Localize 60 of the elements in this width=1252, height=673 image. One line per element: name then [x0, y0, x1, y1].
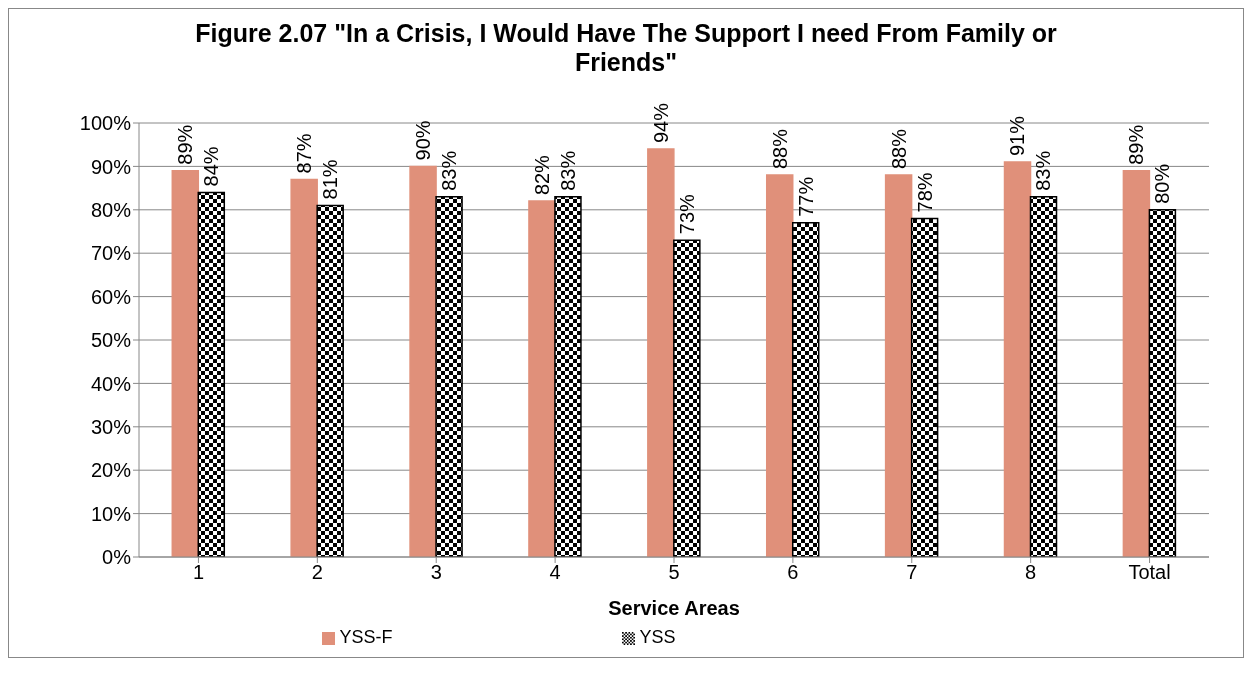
y-tick-label: 60% [90, 285, 132, 308]
y-tick-label: 80% [90, 198, 132, 221]
data-label: 94% [649, 102, 672, 144]
data-label: 87% [293, 133, 316, 174]
y-tick-label: 0% [102, 546, 132, 569]
bar [1029, 196, 1058, 557]
y-tick-label: 20% [90, 459, 132, 482]
data-label: 88% [768, 128, 791, 170]
x-tick-label: 6 [787, 561, 799, 584]
x-tick-label: 2 [311, 561, 323, 584]
data-label: 82% [530, 154, 553, 196]
bar [1148, 209, 1177, 557]
x-tick-label: Total [1128, 561, 1171, 584]
bar [316, 204, 344, 557]
bar [765, 174, 794, 557]
data-label: 81% [319, 159, 342, 200]
bar [435, 196, 463, 557]
data-label: 90% [412, 120, 435, 161]
data-label: 83% [556, 150, 579, 191]
x-tick-label: 3 [430, 561, 442, 584]
y-tick-label: 70% [90, 242, 132, 265]
data-label: 89% [174, 124, 197, 165]
data-label: 84% [200, 146, 223, 187]
x-tick-label: 1 [192, 561, 205, 584]
x-tick-label: 8 [1025, 561, 1037, 584]
bar [171, 169, 200, 557]
data-label: 91% [1006, 115, 1029, 157]
data-label: 83% [1032, 150, 1055, 191]
data-label: 80% [1151, 163, 1174, 204]
x-tick-label: 5 [668, 561, 680, 584]
legend-label: YSS [639, 627, 676, 647]
data-label: 83% [438, 150, 461, 191]
y-tick-label: 90% [90, 155, 132, 178]
x-axis-title: Service Areas [608, 597, 740, 619]
bar [197, 191, 226, 557]
data-label: 89% [1125, 124, 1148, 165]
bar [673, 239, 701, 557]
bar [290, 178, 318, 557]
bar [884, 174, 913, 557]
x-tick-label: 7 [906, 561, 918, 584]
y-tick-label: 50% [90, 329, 132, 352]
bar [647, 148, 675, 557]
y-tick-label: 10% [90, 502, 132, 525]
data-label: 88% [887, 128, 910, 170]
y-tick-label: 40% [90, 372, 132, 395]
data-label: 78% [913, 172, 936, 213]
bar [528, 200, 556, 557]
data-label: 77% [794, 176, 817, 217]
chart-title: Figure 2.07 "In a Crisis, I Would Have The Support I need From Family or Friends" [194, 19, 1058, 78]
x-tick-label: 4 [549, 561, 561, 584]
bar [910, 217, 939, 557]
bar [554, 196, 582, 557]
legend-label: YSS-F [339, 627, 393, 647]
y-tick-label: 100% [79, 112, 132, 135]
y-tick-label: 30% [90, 415, 132, 438]
bar [791, 222, 820, 557]
bar [1003, 161, 1032, 557]
bar [409, 165, 437, 557]
data-label: 73% [675, 193, 698, 235]
bar [1122, 169, 1151, 557]
